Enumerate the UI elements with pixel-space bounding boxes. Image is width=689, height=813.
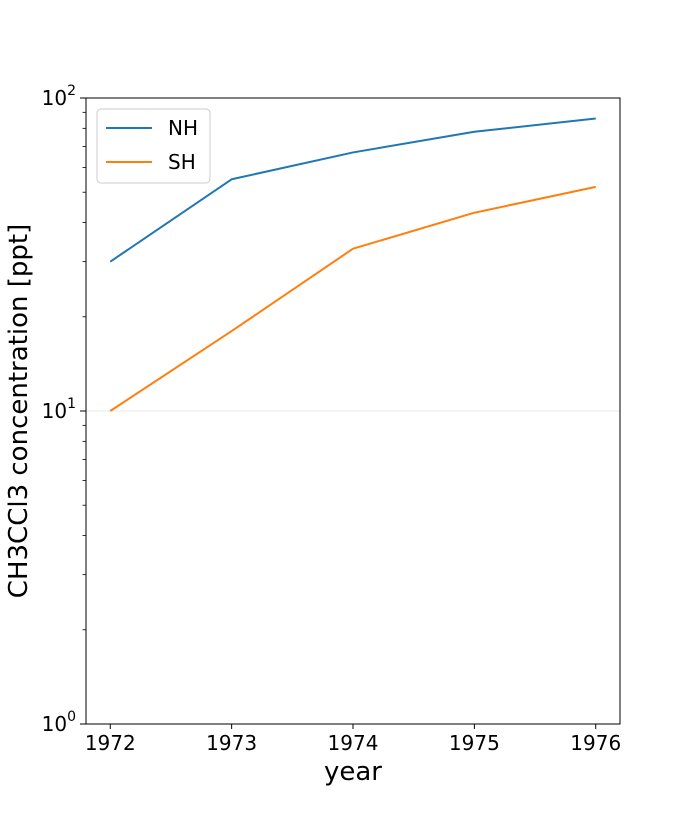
series-line-sh <box>109 185 596 412</box>
y-tick-label: 101 <box>42 396 76 423</box>
series-line-nh <box>109 117 596 263</box>
y-tick-label: 100 <box>42 709 76 736</box>
legend: NH SH <box>96 108 211 184</box>
legend-label-nh: NH <box>168 116 198 140</box>
x-tick-label: 1975 <box>449 731 500 755</box>
minor-ticks <box>82 111 86 631</box>
x-axis-title: year <box>324 757 382 787</box>
x-tick-label: 1972 <box>85 731 136 755</box>
x-axis: 1972 1973 1974 1975 1976 <box>85 724 621 755</box>
x-tick-label: 1974 <box>328 731 379 755</box>
legend-label-sh: SH <box>168 150 196 174</box>
x-tick-label: 1976 <box>570 731 621 755</box>
series-lines <box>109 117 596 412</box>
y-tick-label: 102 <box>42 83 76 110</box>
x-tick-label: 1973 <box>206 731 257 755</box>
y-axis-title: CH3CCl3 concentration [ppt] <box>4 224 34 598</box>
y-axis: 100 101 102 <box>42 83 86 736</box>
